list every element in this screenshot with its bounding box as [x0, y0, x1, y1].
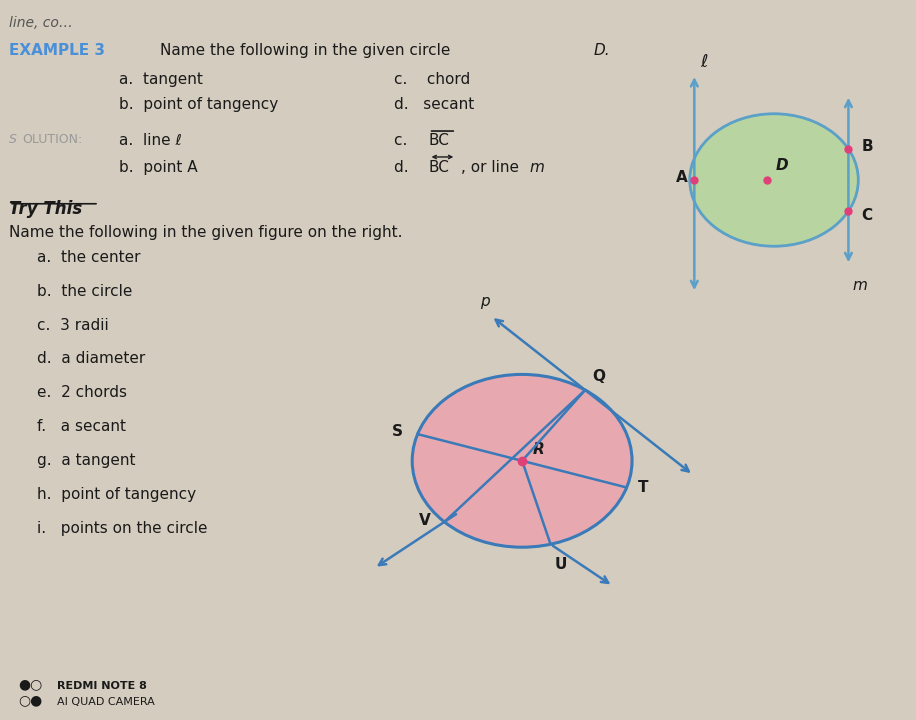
Text: T: T	[638, 480, 649, 495]
Text: d.   secant: d. secant	[394, 97, 474, 112]
Text: AI QUAD CAMERA: AI QUAD CAMERA	[57, 697, 155, 707]
Text: BC: BC	[429, 160, 450, 175]
Text: a.  the center: a. the center	[37, 250, 140, 265]
Text: U: U	[554, 557, 567, 572]
Text: R: R	[533, 442, 545, 457]
Text: ℓ: ℓ	[700, 53, 707, 71]
Text: m: m	[852, 278, 867, 293]
Text: V: V	[419, 513, 431, 528]
Text: , or line: , or line	[461, 160, 524, 175]
Text: ○●: ○●	[18, 693, 42, 707]
Text: g.  a tangent: g. a tangent	[37, 453, 136, 468]
Text: REDMI NOTE 8: REDMI NOTE 8	[57, 681, 147, 691]
Circle shape	[412, 374, 632, 547]
Text: a.  line ℓ: a. line ℓ	[119, 133, 182, 148]
Text: OLUTION:: OLUTION:	[22, 133, 82, 146]
Text: C: C	[861, 208, 872, 223]
Text: BC: BC	[429, 133, 450, 148]
Text: Q: Q	[593, 369, 605, 384]
Text: ●○: ●○	[18, 678, 42, 691]
Text: b.  point of tangency: b. point of tangency	[119, 97, 278, 112]
Text: h.  point of tangency: h. point of tangency	[37, 487, 196, 502]
Text: m: m	[529, 160, 544, 175]
Text: c.: c.	[394, 133, 422, 148]
Text: d.: d.	[394, 160, 423, 175]
Text: D.: D.	[594, 43, 610, 58]
Text: Try This: Try This	[9, 200, 82, 218]
Text: b.  the circle: b. the circle	[37, 284, 132, 299]
Text: Name the following in the given circle: Name the following in the given circle	[160, 43, 455, 58]
Text: i.   points on the circle: i. points on the circle	[37, 521, 207, 536]
Text: B: B	[861, 138, 873, 153]
Text: A: A	[676, 171, 688, 185]
Circle shape	[690, 114, 858, 246]
Text: c.    chord: c. chord	[394, 72, 470, 87]
Text: p: p	[480, 294, 490, 309]
Text: Name the following in the given figure on the right.: Name the following in the given figure o…	[9, 225, 403, 240]
Text: f.   a secant: f. a secant	[37, 419, 125, 434]
Text: EXAMPLE 3: EXAMPLE 3	[9, 43, 105, 58]
Text: d.  a diameter: d. a diameter	[37, 351, 145, 366]
Text: b.  point A: b. point A	[119, 160, 198, 175]
Text: D: D	[776, 158, 789, 173]
Text: a.  tangent: a. tangent	[119, 72, 203, 87]
Text: e.  2 chords: e. 2 chords	[37, 385, 126, 400]
Text: line, co…: line, co…	[9, 16, 73, 30]
Text: c.  3 radii: c. 3 radii	[37, 318, 108, 333]
Text: S: S	[9, 133, 17, 146]
Text: S: S	[392, 424, 403, 438]
